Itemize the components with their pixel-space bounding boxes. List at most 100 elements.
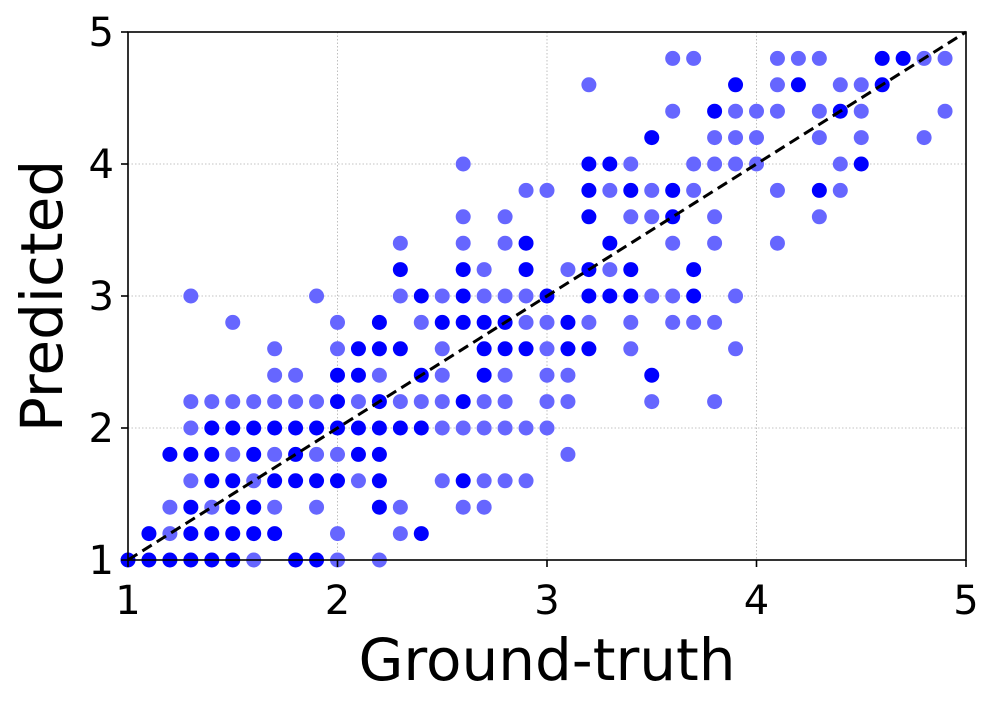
scatter-point — [560, 367, 576, 383]
scatter-point — [392, 341, 408, 357]
scatter-point — [246, 420, 262, 436]
scatter-point — [267, 341, 283, 357]
scatter-point — [371, 341, 387, 357]
scatter-point — [455, 473, 471, 489]
scatter-point — [413, 314, 429, 330]
scatter-point — [623, 156, 639, 172]
scatter-point — [267, 367, 283, 383]
scatter-point — [686, 182, 702, 198]
scatter-point — [581, 156, 597, 172]
scatter-point — [644, 182, 660, 198]
scatter-point — [288, 473, 304, 489]
scatter-point — [476, 288, 492, 304]
scatter-point — [309, 473, 325, 489]
scatter-point — [728, 156, 744, 172]
scatter-point — [392, 235, 408, 251]
scatter-point — [497, 394, 513, 410]
scatter-point — [497, 288, 513, 304]
scatter-point — [434, 367, 450, 383]
scatter-point — [330, 446, 345, 462]
scatter-point — [686, 314, 702, 330]
scatter-point — [497, 420, 513, 436]
scatter-point — [539, 420, 555, 436]
scatter-point — [267, 446, 283, 462]
y-tick-label: 3 — [89, 274, 114, 320]
scatter-point — [371, 499, 387, 515]
scatter-point — [309, 446, 325, 462]
scatter-point — [832, 182, 848, 198]
scatter-point — [665, 182, 681, 198]
data-points — [120, 50, 953, 568]
scatter-point — [204, 499, 220, 515]
scatter-point — [330, 526, 345, 542]
y-axis-title: Predicted — [8, 160, 76, 432]
scatter-point — [267, 526, 283, 542]
scatter-point — [350, 420, 366, 436]
x-tick-label: 3 — [534, 578, 559, 624]
scatter-point — [267, 473, 283, 489]
scatter-point — [811, 50, 827, 66]
scatter-point — [455, 394, 471, 410]
x-axis-title: Ground-truth — [358, 626, 735, 694]
scatter-point — [183, 473, 199, 489]
scatter-point — [392, 420, 408, 436]
scatter-point — [644, 288, 660, 304]
scatter-point — [392, 526, 408, 542]
reference-diagonal-line — [127, 30, 967, 562]
y-tick-label: 1 — [89, 538, 114, 584]
scatter-point — [811, 130, 827, 146]
scatter-point — [728, 103, 744, 119]
scatter-point — [665, 314, 681, 330]
scatter-point — [644, 367, 660, 383]
scatter-point — [749, 130, 764, 146]
scatter-point — [455, 235, 471, 251]
x-tick-label: 4 — [744, 578, 769, 624]
scatter-point — [686, 50, 702, 66]
scatter-point — [141, 526, 157, 542]
scatter-point — [455, 499, 471, 515]
scatter-point — [204, 473, 220, 489]
scatter-point — [728, 130, 744, 146]
scatter-point — [623, 209, 639, 225]
scatter-point — [371, 314, 387, 330]
scatter-point — [895, 50, 911, 66]
scatter-point — [183, 394, 199, 410]
scatter-point — [183, 288, 199, 304]
scatter-point — [623, 314, 639, 330]
scatter-point — [309, 394, 325, 410]
scatter-point — [204, 420, 220, 436]
scatter-point — [769, 50, 785, 66]
scatter-point — [832, 156, 848, 172]
scatter-point — [665, 103, 681, 119]
scatter-point — [497, 341, 513, 357]
scatter-point — [581, 341, 597, 357]
scatter-point — [560, 394, 576, 410]
scatter-point — [392, 499, 408, 515]
scatter-point — [602, 182, 618, 198]
scatter-point — [476, 499, 492, 515]
scatter-point — [350, 394, 366, 410]
scatter-point — [874, 50, 890, 66]
scatter-point — [602, 235, 618, 251]
scatter-point — [811, 103, 827, 119]
scatter-point — [623, 341, 639, 357]
scatter-point — [518, 262, 534, 278]
scatter-point — [707, 235, 723, 251]
scatter-point — [225, 420, 241, 436]
scatter-point — [581, 182, 597, 198]
scatter-point — [769, 77, 785, 93]
scatter-point — [623, 288, 639, 304]
scatter-point — [476, 394, 492, 410]
scatter-point — [371, 367, 387, 383]
y-tick-label: 2 — [89, 406, 114, 452]
scatter-point — [749, 103, 764, 119]
scatter-point — [288, 420, 304, 436]
scatter-point — [434, 288, 450, 304]
scatter-point — [749, 156, 764, 172]
scatter-point — [539, 182, 555, 198]
scatter-point — [707, 209, 723, 225]
scatter-point — [665, 50, 681, 66]
scatter-point — [225, 314, 241, 330]
scatter-point — [392, 262, 408, 278]
